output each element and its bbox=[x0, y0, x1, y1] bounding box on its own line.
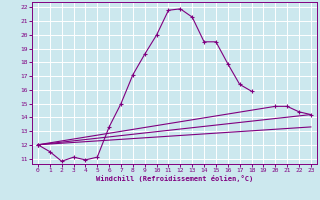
X-axis label: Windchill (Refroidissement éolien,°C): Windchill (Refroidissement éolien,°C) bbox=[96, 175, 253, 182]
